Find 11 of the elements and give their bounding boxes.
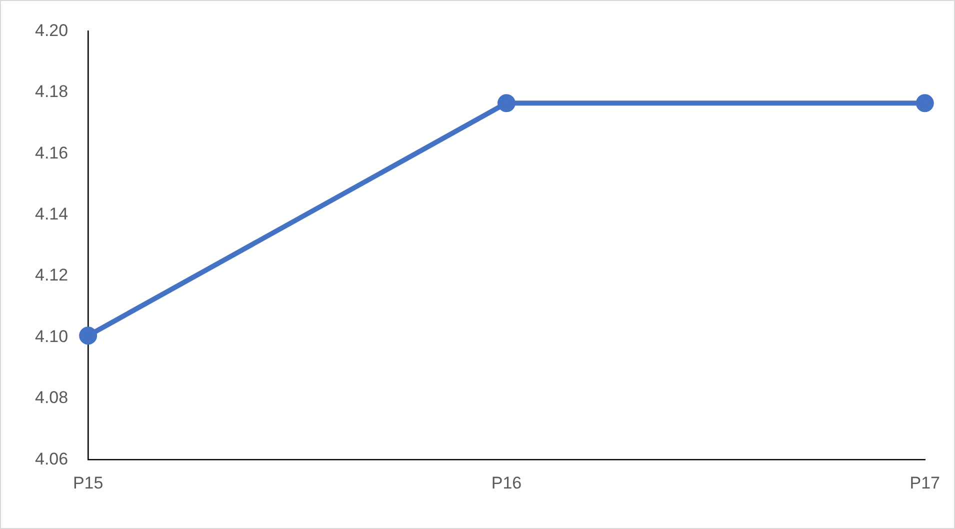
x-tick-label: P15 <box>72 473 104 492</box>
y-tick-label: 4.10 <box>34 326 68 346</box>
x-tick-label: P16 <box>491 473 522 492</box>
x-tick-label: P17 <box>910 473 940 492</box>
y-tick-label: 4.06 <box>34 449 68 468</box>
y-tick-label: 4.18 <box>34 82 68 102</box>
y-tick-label: 4.14 <box>34 204 68 224</box>
y-tick-label: 4.12 <box>34 266 68 285</box>
y-tick-label: 4.08 <box>34 388 68 408</box>
y-tick-label: 4.16 <box>34 143 68 162</box>
y-tick-label: 4.20 <box>34 20 68 40</box>
